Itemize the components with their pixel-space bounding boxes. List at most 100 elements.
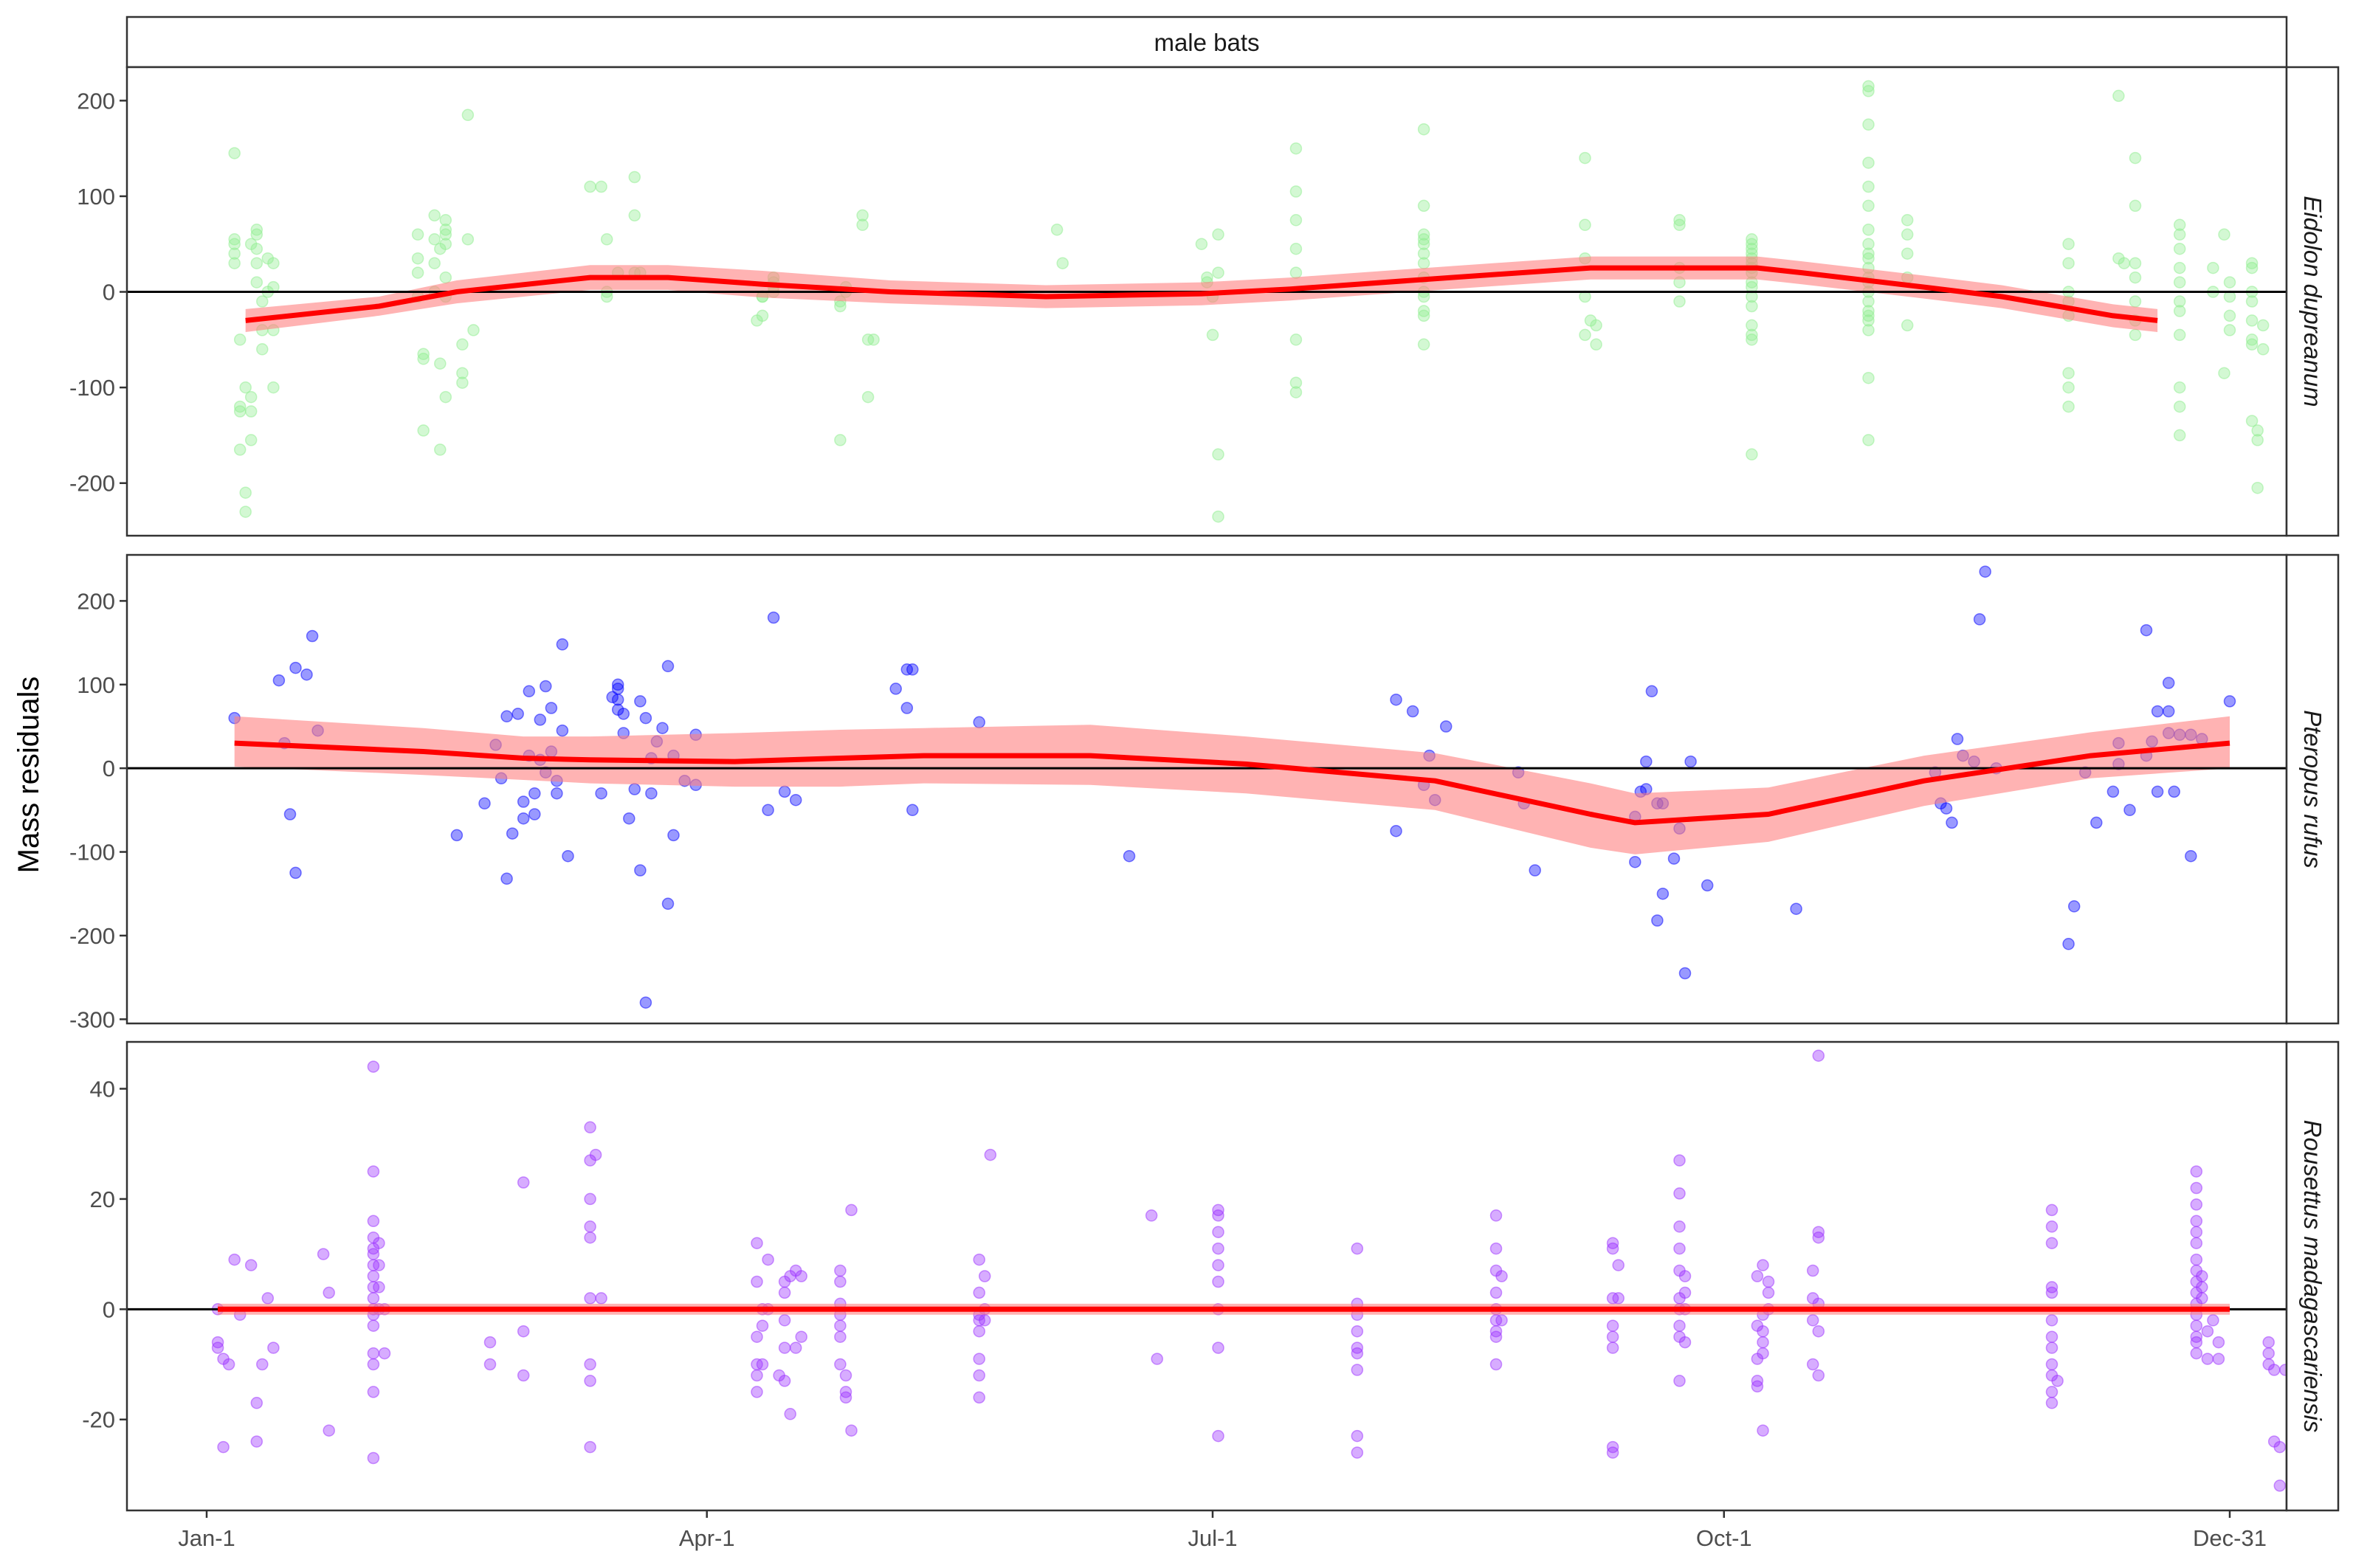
data-point: [411, 228, 424, 241]
facet-row-strip-label: Rousettus madagascariensis: [2299, 1120, 2326, 1433]
data-point: [2256, 343, 2270, 356]
data-point: [367, 1347, 380, 1360]
data-point: [2162, 677, 2175, 689]
data-point: [2173, 381, 2186, 394]
data-point: [1673, 295, 1686, 308]
data-point: [1862, 324, 1875, 336]
data-point: [1606, 1330, 1619, 1343]
data-point: [450, 829, 464, 842]
data-point: [1746, 238, 1758, 250]
data-point: [2173, 276, 2186, 289]
data-point: [1812, 1049, 1825, 1062]
data-point: [906, 804, 919, 817]
data-point: [1417, 122, 1430, 136]
data-point: [2207, 1314, 2219, 1327]
data-point: [1806, 1358, 1819, 1371]
data-point: [2201, 1353, 2214, 1365]
data-point: [2045, 1220, 2059, 1233]
data-point: [244, 405, 258, 418]
data-point: [2045, 1286, 2059, 1299]
data-point: [1495, 1314, 1508, 1327]
data-point: [517, 1176, 530, 1189]
data-point: [2106, 785, 2120, 798]
data-point: [2218, 228, 2230, 241]
data-point: [2223, 309, 2236, 322]
data-point: [239, 505, 252, 518]
data-point: [845, 1424, 858, 1437]
data-point: [2123, 804, 2136, 817]
y-tick-label: 200: [77, 88, 115, 114]
data-point: [595, 180, 607, 193]
data-point: [233, 400, 247, 413]
y-tick-label: -20: [82, 1407, 115, 1433]
data-point: [540, 680, 552, 693]
data-point: [584, 1231, 596, 1244]
data-point: [306, 629, 319, 643]
data-point: [889, 683, 902, 695]
data-point: [244, 1259, 258, 1271]
facet-panel: -200 -100 0 100 200 Eidolon dupreanum: [69, 66, 2340, 537]
data-point: [434, 443, 447, 456]
data-point: [1862, 434, 1875, 446]
data-point: [2129, 328, 2142, 342]
data-point: [228, 238, 241, 250]
data-point: [373, 1259, 385, 1271]
data-point: [1862, 295, 1875, 308]
data-point: [244, 434, 258, 446]
data-point: [584, 1220, 596, 1233]
data-point: [645, 787, 658, 800]
data-point: [367, 1248, 380, 1260]
data-point: [562, 849, 574, 863]
data-point: [1056, 257, 1069, 269]
data-point: [1351, 1364, 1364, 1376]
data-point: [1901, 228, 1914, 241]
data-point: [856, 209, 869, 222]
data-point: [1806, 1264, 1819, 1277]
data-point: [556, 638, 569, 651]
data-point: [751, 1369, 763, 1382]
data-point: [511, 708, 524, 720]
data-point: [467, 324, 480, 336]
data-point: [317, 1248, 330, 1260]
facet-row-strip: [2285, 1040, 2340, 1512]
y-tick-label: 40: [90, 1077, 115, 1102]
data-point: [1050, 224, 1064, 236]
data-point: [2090, 816, 2103, 829]
data-point: [900, 702, 914, 714]
data-point: [1417, 228, 1430, 241]
data-point: [1289, 142, 1303, 155]
data-point: [2062, 400, 2075, 413]
data-point: [978, 1314, 991, 1327]
data-point: [239, 486, 252, 499]
data-point: [1289, 334, 1303, 346]
data-point: [1123, 849, 1136, 863]
y-tick-label: -100: [69, 840, 115, 866]
data-point: [1746, 233, 1758, 246]
data-point: [1612, 1259, 1625, 1271]
data-point: [1645, 685, 1658, 698]
data-point: [778, 785, 791, 798]
data-point: [2190, 1253, 2203, 1266]
data-point: [1940, 802, 1953, 815]
data-point: [267, 257, 280, 269]
data-point: [1751, 1270, 1764, 1282]
data-point: [228, 247, 241, 260]
data-point: [1417, 233, 1430, 246]
data-point: [1351, 1446, 1364, 1459]
data-point: [500, 710, 513, 723]
data-point: [1673, 1242, 1686, 1255]
data-point: [856, 218, 869, 232]
data-point: [2196, 1270, 2208, 1282]
data-point: [1673, 1187, 1686, 1200]
data-point: [1673, 214, 1686, 227]
data-point: [1746, 242, 1758, 255]
data-point: [2245, 261, 2259, 274]
data-point: [2190, 1347, 2203, 1360]
data-point: [1901, 319, 1914, 332]
data-point: [1145, 1209, 1158, 1222]
data-point: [1590, 338, 1602, 351]
data-point: [2245, 338, 2259, 351]
facet-row-strip: [2285, 553, 2340, 1025]
data-point: [1212, 510, 1224, 523]
data-point: [762, 1253, 774, 1266]
